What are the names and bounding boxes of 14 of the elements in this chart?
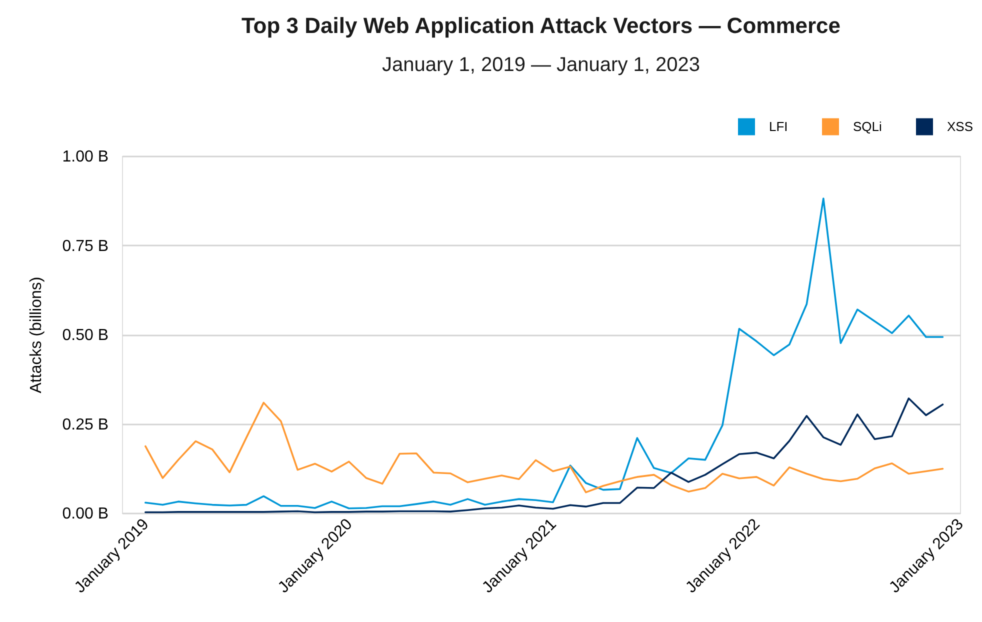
line-series: [144, 398, 944, 514]
y-tick-label: 0.50 B: [62, 327, 108, 344]
y-tick-label: 0.00 B: [62, 506, 108, 522]
chart-title: Top 3 Daily Web Application Attack Vectors — Commerce: [241, 13, 841, 38]
legend-label: XSS: [947, 118, 974, 134]
legend-label: LFI: [769, 118, 788, 134]
y-tick-label: 0.75 B: [62, 238, 108, 255]
y-axis-title: Attacks (billions): [28, 276, 46, 394]
line-series: [144, 402, 944, 494]
legend-label: SQLi: [853, 118, 882, 134]
chart-subtitle: January 1, 2019 — January 1, 2023: [382, 54, 700, 76]
y-tick-label: 1.00 B: [62, 148, 108, 166]
line-series: [144, 198, 944, 510]
y-tick-label: 0.25 B: [62, 416, 108, 434]
